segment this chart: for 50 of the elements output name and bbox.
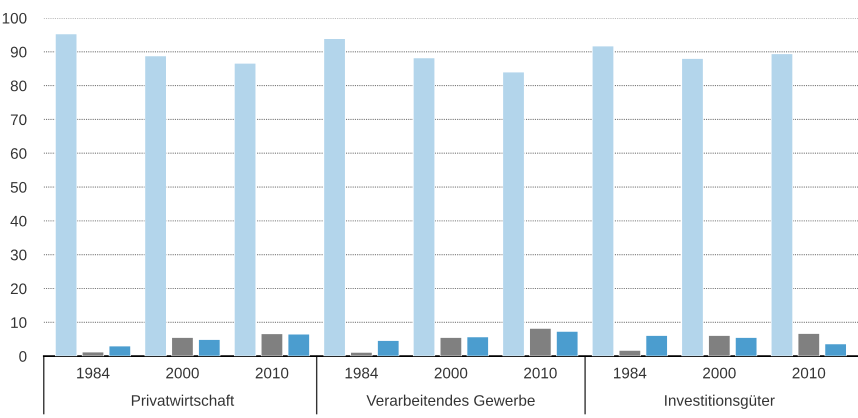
y-tick-label: 50 bbox=[10, 182, 26, 193]
y-tick-label: 40 bbox=[10, 216, 26, 227]
bar bbox=[323, 38, 346, 356]
bar bbox=[440, 337, 462, 356]
bar bbox=[681, 58, 704, 356]
bar bbox=[55, 34, 78, 356]
bar bbox=[618, 350, 641, 356]
y-tick-label: 70 bbox=[10, 114, 26, 126]
x-tick-label: 1984 bbox=[614, 368, 646, 378]
y-tick-label: 30 bbox=[10, 250, 26, 260]
bar bbox=[556, 331, 578, 356]
x-tick-label: 2010 bbox=[524, 368, 557, 378]
bar bbox=[770, 53, 794, 356]
bar bbox=[529, 328, 552, 356]
y-tick-label: 60 bbox=[10, 148, 26, 159]
bar bbox=[377, 340, 400, 356]
y-tick-label: 80 bbox=[10, 80, 26, 92]
x-tick-label: 1984 bbox=[77, 368, 110, 378]
x-tick-label: 2010 bbox=[792, 368, 826, 378]
x-tick-label: 2000 bbox=[434, 368, 468, 378]
bar bbox=[198, 339, 220, 356]
bar bbox=[592, 46, 614, 356]
y-tick-label: 0 bbox=[19, 351, 26, 362]
bar bbox=[466, 336, 489, 356]
bar bbox=[288, 334, 310, 356]
bar bbox=[735, 337, 758, 356]
y-tick-label: 90 bbox=[10, 46, 26, 58]
text: Verarbeitendes Gewerbe bbox=[366, 394, 535, 406]
bar bbox=[108, 346, 131, 356]
y-tick-label: 10 bbox=[11, 317, 26, 328]
bar bbox=[350, 352, 372, 356]
y-tick-label: 100 bbox=[2, 12, 26, 24]
bar bbox=[502, 72, 525, 356]
bar bbox=[412, 58, 436, 356]
bar bbox=[144, 56, 167, 356]
text: Privatwirtschaft bbox=[132, 394, 234, 406]
bar bbox=[646, 335, 668, 356]
x-tick-label: 2010 bbox=[256, 368, 288, 378]
bar bbox=[824, 344, 847, 356]
bar bbox=[798, 333, 820, 356]
x-tick-label: 1984 bbox=[346, 368, 378, 378]
bar bbox=[708, 335, 730, 356]
bar bbox=[171, 337, 194, 356]
bar bbox=[82, 352, 104, 356]
bar bbox=[234, 62, 256, 356]
bar bbox=[260, 333, 284, 356]
x-tick-label: 2000 bbox=[703, 368, 736, 378]
y-tick-label: 20 bbox=[10, 283, 26, 294]
text: Investitionsgüter bbox=[665, 394, 775, 409]
x-tick-label: 2000 bbox=[166, 368, 199, 378]
